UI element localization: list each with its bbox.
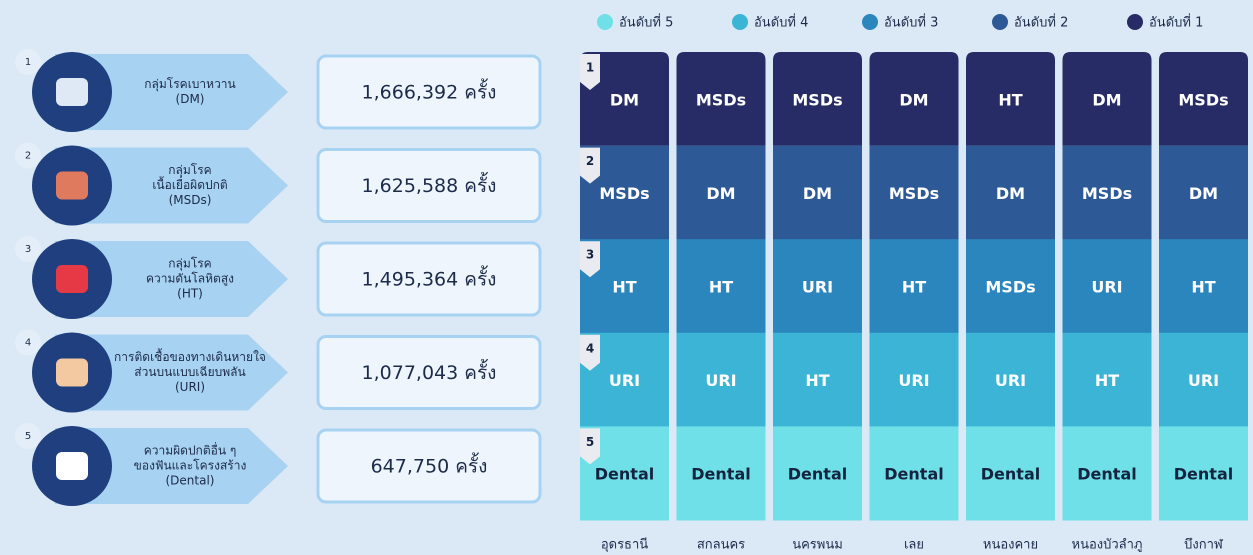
column-name: หนองบัวลำภู (1072, 538, 1143, 553)
column-name: อุดรธานี (601, 537, 648, 553)
cell-label: DM (899, 90, 928, 109)
number: 1 (25, 57, 31, 68)
infographic: อันดับที่ 5 อันดับที่ 4 อันดับที่ 3 อันดับท… (0, 0, 1253, 555)
disease-label: (Dental) (166, 474, 215, 488)
cell-label: HT (805, 371, 829, 390)
cell-label: URI (705, 371, 736, 390)
legend-swatch (992, 14, 1008, 30)
cell-label: URI (995, 371, 1026, 390)
cell-label: Dental (1174, 465, 1233, 484)
cell-label: DM (706, 184, 735, 203)
rank-number: 1 (586, 61, 594, 75)
disease-label: กลุ่มโรคเบาหวาน (144, 77, 236, 92)
count: 1,625,588 ครั้ง (362, 172, 497, 197)
number: 3 (25, 244, 31, 255)
rank-number: 2 (586, 154, 594, 168)
count: 1,495,364 ครั้ง (362, 266, 497, 291)
cell-label: Dental (691, 465, 750, 484)
cell-label: HT (1191, 278, 1215, 297)
cell-label: Dental (788, 465, 847, 484)
column-name: นครพนม (792, 538, 843, 553)
legend-swatch (1127, 14, 1143, 30)
icon-shape (56, 265, 88, 293)
legend-label: อันดับที่ 4 (754, 14, 808, 31)
cell-label: MSDs (1082, 184, 1132, 203)
cell-label: HT (709, 278, 733, 297)
cell-label: Dental (595, 465, 654, 484)
cell-label: MSDs (985, 278, 1035, 297)
cell-label: URI (898, 371, 929, 390)
icon-shape (56, 359, 88, 387)
cell-label: DM (1189, 184, 1218, 203)
cell-label: URI (1188, 371, 1219, 390)
disease-label: กลุ่มโรค (168, 163, 211, 178)
count: 1,666,392 ครั้ง (362, 79, 497, 104)
legend-label: อันดับที่ 1 (1149, 14, 1203, 31)
cell-label: URI (802, 278, 833, 297)
column-name: หนองคาย (983, 538, 1038, 553)
cell-label: DM (803, 184, 832, 203)
cell-label: HT (998, 90, 1022, 109)
column-name: บึงกาฬ (1184, 538, 1224, 553)
legend-swatch (862, 14, 878, 30)
column-name: เลย (904, 538, 924, 553)
count: 1,077,043 ครั้ง (362, 359, 497, 384)
legend-swatch (597, 14, 613, 30)
legend-label: อันดับที่ 2 (1014, 14, 1068, 31)
number: 4 (25, 338, 31, 349)
disease-label: ของฟันและโครงสร้าง (134, 459, 247, 473)
legend-label: อันดับที่ 3 (884, 14, 938, 31)
rank-number: 5 (586, 435, 594, 449)
legend-label: อันดับที่ 5 (619, 14, 673, 31)
cell-label: URI (609, 371, 640, 390)
rank-number: 3 (586, 248, 594, 262)
icon-shape (56, 172, 88, 200)
cell-label: Dental (981, 465, 1040, 484)
disease-label: (HT) (177, 287, 203, 301)
legend-swatch (732, 14, 748, 30)
disease-label: เนื้อเยื่อผิดปกติ (152, 176, 227, 192)
disease-label: กลุ่มโรค (168, 257, 211, 272)
rank-number: 4 (586, 341, 594, 355)
cell-label: HT (1095, 371, 1119, 390)
cell-label: DM (1092, 90, 1121, 109)
column-name: สกลนคร (697, 538, 745, 553)
cell-label: DM (610, 90, 639, 109)
cell-label: MSDs (792, 90, 842, 109)
cell-label: HT (902, 278, 926, 297)
cell-label: MSDs (696, 90, 746, 109)
icon-shape (56, 78, 88, 106)
count: 647,750 ครั้ง (371, 453, 488, 478)
cell-label: MSDs (1178, 90, 1228, 109)
disease-label: ความดันโลหิตสูง (146, 272, 234, 287)
disease-label: (URI) (175, 380, 205, 394)
cell-label: DM (996, 184, 1025, 203)
cell-label: HT (612, 278, 636, 297)
disease-label: (MSDs) (169, 193, 212, 207)
cell-label: MSDs (599, 184, 649, 203)
disease-label: ความผิดปกติอื่น ๆ (144, 442, 237, 458)
page: {"legend": [ {"label": "อันดับที่ 5", "c… (0, 0, 1253, 555)
cell-label: Dental (884, 465, 943, 484)
number: 5 (25, 431, 31, 442)
cell-label: Dental (1077, 465, 1136, 484)
number: 2 (25, 151, 31, 162)
disease-label: ส่วนบนแบบเฉียบพลัน (134, 365, 245, 379)
cell-label: URI (1091, 278, 1122, 297)
icon-shape (56, 452, 88, 480)
disease-label: การติดเชื้อของทางเดินหายใจ (114, 348, 266, 364)
cell-label: MSDs (889, 184, 939, 203)
disease-label: (DM) (176, 92, 205, 106)
